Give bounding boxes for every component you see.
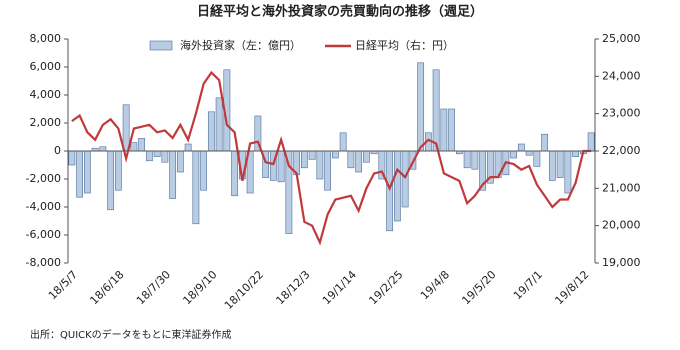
bar	[68, 150, 76, 166]
bar	[393, 150, 401, 222]
bar	[145, 150, 153, 162]
y2-tick-label: 20,000	[602, 219, 641, 232]
y-tick-label: 0	[54, 144, 61, 157]
bar	[277, 150, 285, 183]
bar	[556, 150, 564, 178]
y-tick-label: -2,000	[26, 172, 61, 185]
bar	[440, 108, 448, 152]
x-tick-label: 19/7/1	[511, 268, 545, 302]
bar	[215, 97, 223, 152]
x-tick-label: 18/7/30	[134, 268, 173, 307]
bar	[572, 150, 580, 157]
bar	[339, 132, 347, 152]
bar	[76, 150, 84, 198]
x-tick-label: 18/6/18	[87, 268, 126, 307]
bar	[533, 150, 541, 167]
x-tick-label: 18/10/22	[222, 268, 266, 312]
x-tick-label: 18/12/3	[273, 268, 312, 307]
bar	[324, 150, 332, 191]
bar	[510, 150, 518, 159]
y2-tick-label: 24,000	[602, 69, 641, 82]
y2-tick-label: 21,000	[602, 181, 641, 194]
bar	[83, 150, 91, 194]
y-tick-label: -6,000	[26, 228, 61, 241]
bar	[192, 150, 200, 225]
x-tick-label: 19/4/8	[418, 268, 452, 302]
line	[71, 70, 592, 246]
x-tick-label: 19/2/25	[366, 268, 405, 307]
bar	[176, 150, 184, 173]
bar	[300, 150, 308, 169]
chart-title: 日経平均と海外投資家の売買動向の推移（週足）	[197, 4, 483, 20]
bar	[331, 150, 339, 159]
bar	[122, 104, 130, 152]
y-tick-label: 8,000	[30, 32, 62, 45]
y2-tick-label: 25,000	[602, 32, 641, 45]
legend-label: 海外投資家（左：億円）	[180, 38, 301, 52]
bar	[231, 150, 239, 197]
bar	[107, 150, 115, 211]
bar	[471, 150, 479, 170]
bar	[161, 150, 169, 163]
bar	[308, 150, 316, 160]
source-note: 出所：QUICKのデータをもとに東洋証券作成	[30, 328, 231, 341]
bar	[525, 150, 533, 156]
bar	[114, 150, 122, 191]
x-tick-label: 19/1/14	[320, 268, 359, 307]
bar	[417, 62, 425, 152]
bar	[99, 146, 107, 152]
legend-label: 日経平均（右：円）	[355, 38, 454, 52]
bar	[347, 150, 355, 169]
y-tick-label: 6,000	[30, 60, 62, 73]
bar	[432, 69, 440, 152]
bar	[548, 150, 556, 181]
y-tick-label: 4,000	[30, 88, 62, 101]
bar	[184, 143, 192, 152]
bar	[448, 108, 456, 152]
y-tick-label: 2,000	[30, 116, 62, 129]
x-tick-label: 18/9/10	[180, 268, 219, 307]
bar	[153, 150, 161, 157]
y2-tick-label: 19,000	[602, 256, 641, 269]
bar	[541, 133, 549, 152]
bar	[207, 111, 215, 152]
bar	[130, 142, 138, 152]
bar	[355, 150, 363, 173]
y2-tick-label: 23,000	[602, 107, 641, 120]
bar	[564, 150, 572, 194]
bar	[463, 150, 471, 169]
x-tick-label: 18/5/7	[46, 268, 80, 302]
legend-swatch	[149, 40, 173, 51]
bar	[200, 150, 208, 191]
y2-tick-label: 22,000	[602, 144, 641, 157]
x-tick-label: 19/8/12	[552, 268, 591, 307]
bar	[138, 138, 146, 152]
y-tick-label: -4,000	[26, 200, 61, 213]
bar	[587, 132, 595, 152]
bar	[517, 143, 525, 152]
bar	[316, 150, 324, 180]
bar	[401, 150, 409, 208]
x-tick-label: 19/5/20	[459, 268, 498, 307]
y-tick-label: -8,000	[26, 256, 61, 269]
bar	[362, 150, 370, 163]
bar	[169, 150, 177, 199]
